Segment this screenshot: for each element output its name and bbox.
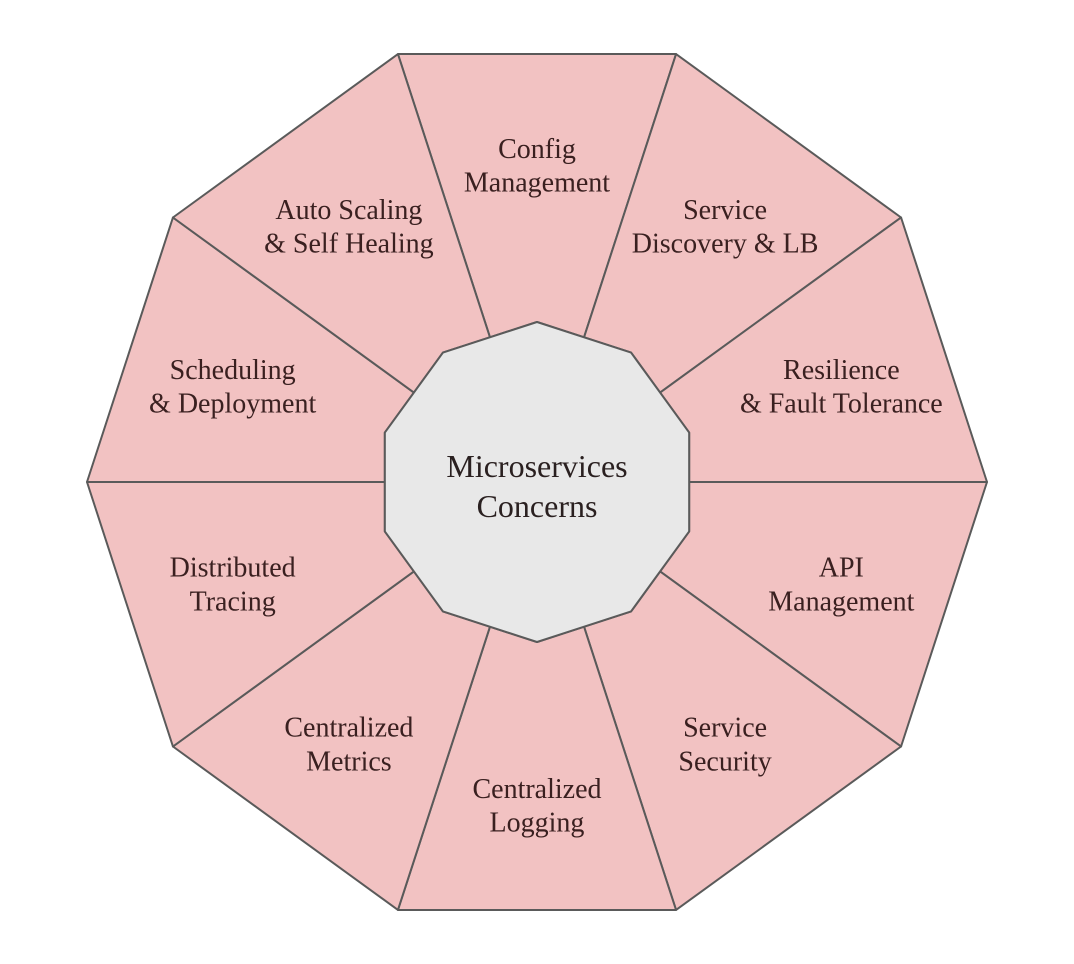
segment-label-5-line2: Logging xyxy=(490,807,585,838)
microservices-concerns-diagram: ConfigManagementServiceDiscovery & LBRes… xyxy=(0,0,1074,964)
segment-label-4-line2: Security xyxy=(678,746,771,777)
segment-label-3-line1: API xyxy=(819,553,864,584)
segment-label-0-line2: Management xyxy=(464,167,610,198)
segment-label-4-line1: Service xyxy=(683,713,767,744)
center-label-line1: Microservices xyxy=(446,448,627,484)
center-label-line2: Concerns xyxy=(477,488,598,524)
segment-label-9-line2: & Self Healing xyxy=(264,229,434,260)
segment-label-3-line2: Management xyxy=(768,586,914,617)
segment-label-6-line1: Centralized xyxy=(284,713,413,744)
segment-label-9-line1: Auto Scaling xyxy=(275,195,422,226)
segment-label-2-line1: Resilience xyxy=(783,355,900,386)
segment-label-1-line1: Service xyxy=(683,195,767,226)
segment-label-7-line2: Tracing xyxy=(190,586,276,617)
segment-label-1-line2: Discovery & LB xyxy=(632,229,819,260)
segment-label-2-line2: & Fault Tolerance xyxy=(740,389,943,420)
segment-label-5-line1: Centralized xyxy=(472,774,601,805)
segment-label-0-line1: Config xyxy=(498,134,576,165)
segment-label-8-line1: Scheduling xyxy=(170,355,296,386)
segment-label-8-line2: & Deployment xyxy=(149,389,316,420)
segment-label-7-line1: Distributed xyxy=(170,553,296,584)
segment-label-6-line2: Metrics xyxy=(306,746,392,777)
